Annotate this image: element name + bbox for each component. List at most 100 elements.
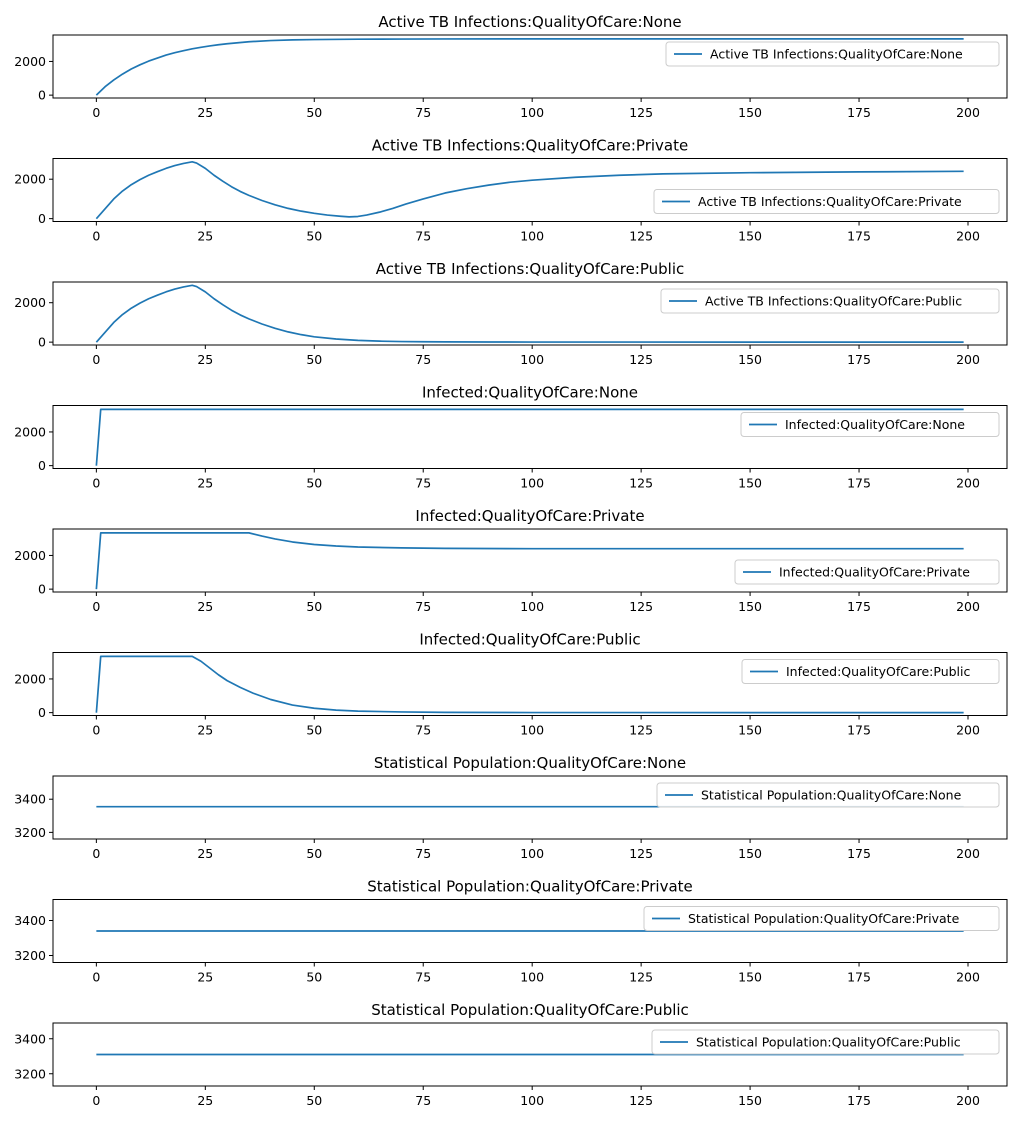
y-tick-label: 0 (38, 705, 46, 720)
legend: Statistical Population:QualityOfCare:Pub… (651, 1029, 1000, 1055)
x-tick-label: 200 (956, 970, 980, 985)
x-tick-label: 175 (847, 105, 871, 120)
axes-frame (52, 405, 1008, 469)
x-tick-label: 150 (738, 476, 762, 491)
legend-box (653, 189, 1000, 214)
y-tick-label: 3400 (14, 1031, 46, 1046)
x-tick-label: 75 (415, 970, 431, 985)
x-tick-label: 50 (306, 105, 322, 120)
y-tick-label: 2000 (14, 548, 46, 563)
legend-box (665, 41, 1000, 67)
axes-frame (52, 34, 1008, 99)
x-tick-label: 75 (415, 846, 431, 861)
y-tick-label: 0 (38, 458, 46, 473)
series-line (95, 408, 964, 466)
x-tick-label: 150 (738, 599, 762, 614)
legend-label: Statistical Population:QualityOfCare:Non… (701, 788, 962, 803)
y-tick-label: 3200 (14, 1066, 46, 1081)
y-tick-label: 3200 (14, 948, 46, 963)
x-tick-label: 125 (629, 970, 653, 985)
x-tick-label: 200 (956, 599, 980, 614)
legend-box (643, 906, 1000, 931)
y-tick-label: 0 (38, 211, 46, 226)
x-tick-label: 175 (847, 229, 871, 244)
x-tick-label: 75 (415, 229, 431, 244)
y-tick-label: 2000 (14, 671, 46, 686)
x-tick-label: 0 (92, 723, 100, 738)
legend: Statistical Population:QualityOfCare:Pri… (643, 906, 1000, 931)
x-tick-label: 25 (197, 352, 213, 367)
legend: Infected:QualityOfCare:None (740, 412, 1000, 437)
y-tick-label: 2000 (14, 295, 46, 310)
y-tick-label: 2000 (14, 54, 46, 69)
x-tick-label: 125 (629, 846, 653, 861)
x-tick-label: 125 (629, 476, 653, 491)
series-line (95, 532, 964, 590)
subplot-title: Active TB Infections:QualityOfCare:Publi… (376, 260, 685, 278)
x-tick-label: 25 (197, 846, 213, 861)
legend: Active TB Infections:QualityOfCare:Priva… (653, 189, 1000, 214)
legend-label: Active TB Infections:QualityOfCare:None (710, 47, 963, 62)
x-tick-label: 200 (956, 352, 980, 367)
x-tick-label: 200 (956, 723, 980, 738)
x-tick-label: 0 (92, 970, 100, 985)
legend: Active TB Infections:QualityOfCare:Publi… (660, 288, 1000, 314)
x-tick-label: 25 (197, 723, 213, 738)
subplot-8: Statistical Population:QualityOfCare:Pri… (14, 878, 1008, 985)
x-tick-label: 150 (738, 1093, 762, 1108)
x-tick-label: 150 (738, 105, 762, 120)
subplot-3: Active TB Infections:QualityOfCare:Publi… (14, 260, 1008, 367)
legend-box (651, 1029, 1000, 1055)
x-tick-label: 125 (629, 105, 653, 120)
series-line (95, 655, 964, 714)
legend: Infected:QualityOfCare:Public (741, 659, 1000, 684)
x-tick-label: 25 (197, 476, 213, 491)
x-tick-label: 0 (92, 476, 100, 491)
y-tick-label: 3400 (14, 792, 46, 807)
x-tick-label: 75 (415, 105, 431, 120)
x-tick-label: 50 (306, 1093, 322, 1108)
x-tick-label: 150 (738, 229, 762, 244)
x-tick-label: 0 (92, 846, 100, 861)
x-tick-label: 50 (306, 599, 322, 614)
subplot-6: Infected:QualityOfCare:Public 0 25 50 75 100 1… (14, 631, 1008, 738)
axes-frame (52, 899, 1008, 963)
subplot-title: Statistical Population:QualityOfCare:Pub… (371, 1001, 689, 1019)
y-tick-label: 3200 (14, 825, 46, 840)
x-tick-label: 200 (956, 1093, 980, 1108)
legend-label: Statistical Population:QualityOfCare:Pub… (696, 1035, 961, 1050)
x-tick-label: 75 (415, 723, 431, 738)
x-tick-label: 200 (956, 229, 980, 244)
legend-box (734, 559, 1000, 585)
legend-label: Active TB Infections:QualityOfCare:Priva… (698, 194, 962, 209)
x-tick-label: 100 (520, 723, 544, 738)
legend-label: Infected:QualityOfCare:Private (779, 565, 970, 580)
axes-frame (52, 1022, 1008, 1087)
subplot-1: Active TB Infections:QualityOfCare:None 0… (14, 13, 1008, 120)
x-tick-label: 125 (629, 352, 653, 367)
axes-frame (52, 158, 1008, 222)
legend: Infected:QualityOfCare:Private (734, 559, 1000, 585)
x-tick-label: 200 (956, 476, 980, 491)
x-tick-label: 100 (520, 476, 544, 491)
axes-frame (52, 775, 1008, 840)
legend-box (660, 288, 1000, 314)
legend-label: Infected:QualityOfCare:Public (786, 664, 970, 679)
y-tick-label: 0 (38, 582, 46, 597)
x-tick-label: 50 (306, 846, 322, 861)
y-tick-label: 2000 (14, 424, 46, 439)
axes-frame (52, 652, 1008, 716)
x-tick-label: 25 (197, 1093, 213, 1108)
x-tick-label: 150 (738, 846, 762, 861)
x-tick-label: 125 (629, 1093, 653, 1108)
legend-box (740, 412, 1000, 437)
subplot-title: Infected:QualityOfCare:None (422, 384, 638, 402)
x-tick-label: 75 (415, 599, 431, 614)
subplot-title: Active TB Infections:QualityOfCare:Priva… (372, 137, 688, 155)
series-line (95, 38, 964, 96)
x-tick-label: 100 (520, 229, 544, 244)
x-tick-label: 100 (520, 846, 544, 861)
x-tick-label: 50 (306, 229, 322, 244)
x-tick-label: 50 (306, 476, 322, 491)
x-tick-label: 100 (520, 970, 544, 985)
